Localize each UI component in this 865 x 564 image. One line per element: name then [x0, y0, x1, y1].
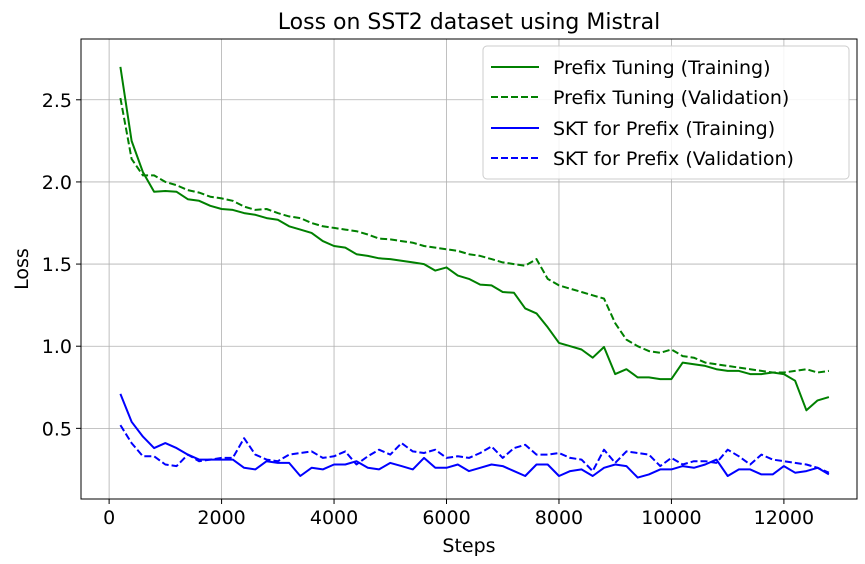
x-axis-label: Steps	[442, 535, 495, 557]
x-tick-label: 10000	[641, 507, 701, 529]
x-tick-label: 6000	[422, 507, 470, 529]
series-line-prefix-tuning-validation	[119, 97, 830, 374]
legend-label-prefix-validation: Prefix Tuning (Validation)	[553, 87, 789, 109]
x-tick-label: 8000	[535, 507, 583, 529]
x-tick-label: 2000	[197, 507, 245, 529]
y-axis-label: Loss	[11, 248, 33, 290]
legend-label-skt-training: SKT for Prefix (Training)	[553, 118, 775, 140]
series-line-prefix-tuning-training	[119, 66, 830, 412]
y-tick-label: 1.5	[42, 254, 72, 276]
x-tick-label: 4000	[310, 507, 358, 529]
tick-layer: 0 2000 4000 6000 8000 10000 12000 0.5 1.0 1.5 2.0 2…	[42, 90, 814, 529]
series-line-skt-for-prefix-validation	[119, 424, 830, 474]
plot-frame	[80, 38, 858, 500]
y-tick-label: 2.5	[42, 90, 72, 112]
legend: Prefix Tuning (Training) Prefix Tuning (…	[482, 45, 850, 180]
legend-label-prefix-training: Prefix Tuning (Training)	[553, 57, 770, 79]
x-tick-label: 12000	[754, 507, 814, 529]
y-tick-label: 0.5	[42, 418, 72, 440]
chart-title: Loss on SST2 dataset using Mistral	[278, 10, 660, 35]
legend-label-skt-validation: SKT for Prefix (Validation)	[553, 148, 794, 170]
y-tick-label: 2.0	[42, 172, 72, 194]
y-tick-label: 1.0	[42, 336, 72, 358]
x-tick-label: 0	[103, 507, 115, 529]
series-layer	[119, 66, 830, 479]
series-line-skt-for-prefix-training	[119, 393, 830, 479]
legend-box	[482, 45, 850, 180]
